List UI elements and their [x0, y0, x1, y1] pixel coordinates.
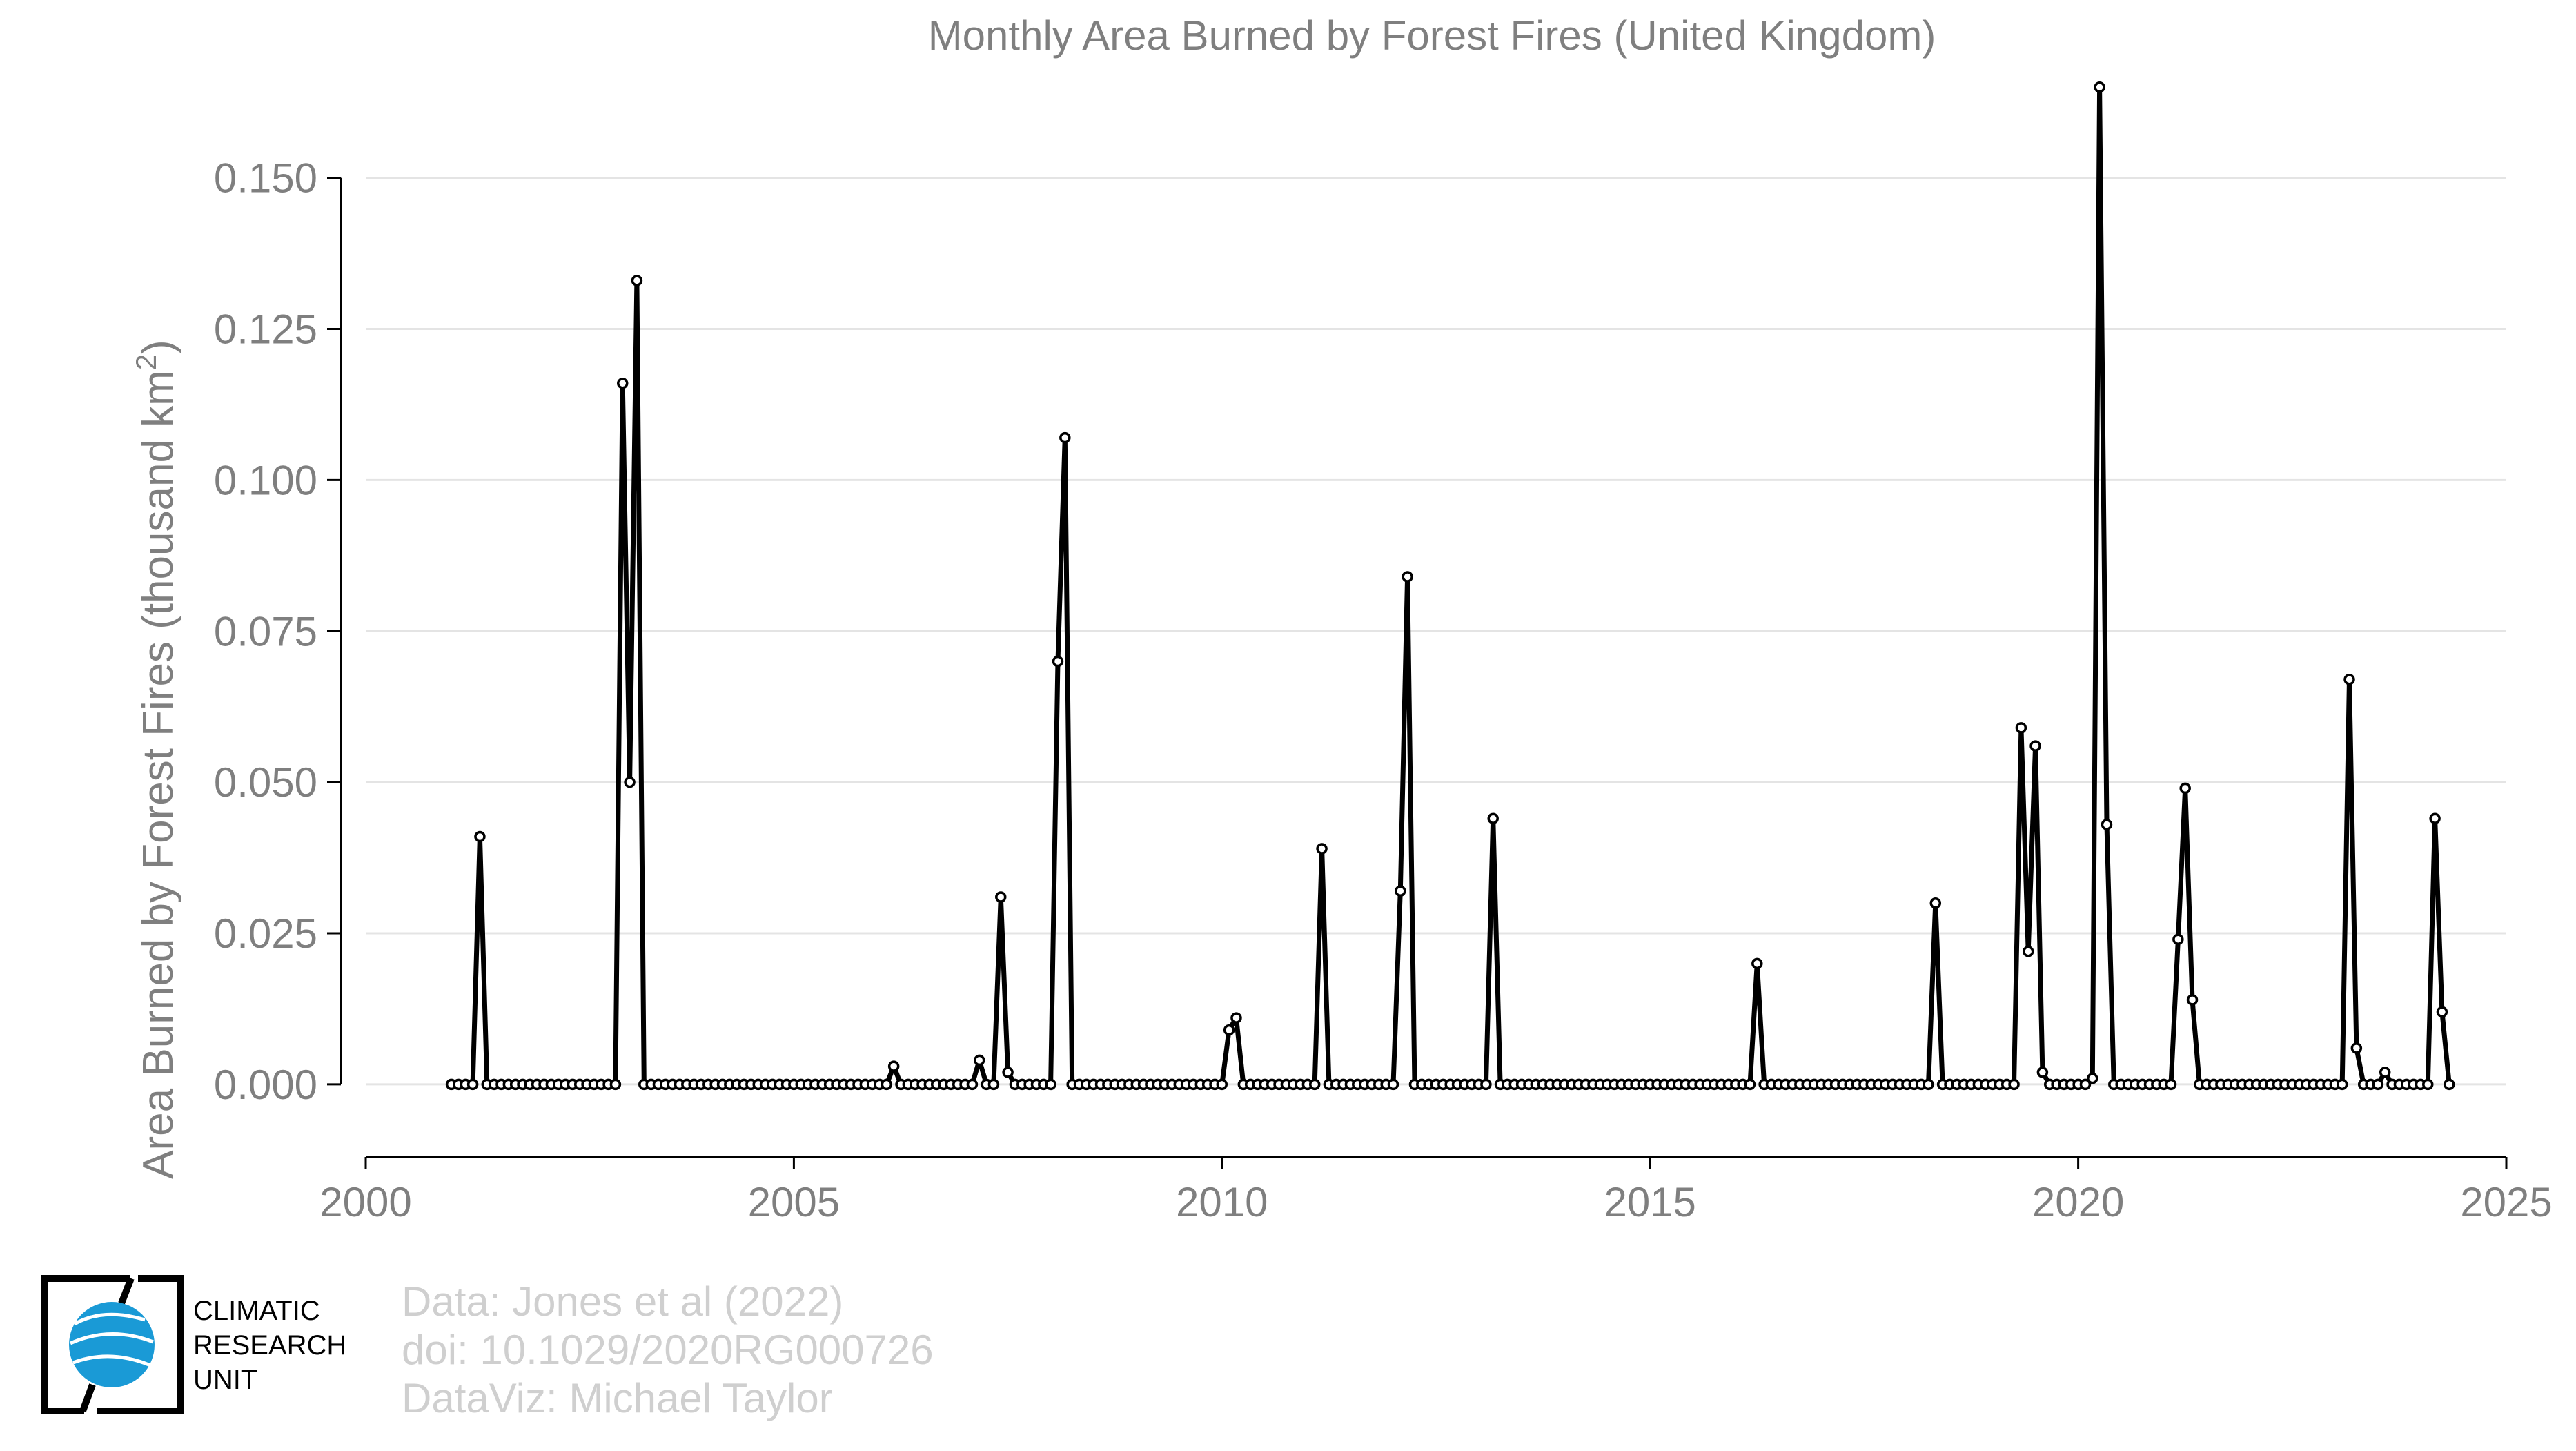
logo-text-unit: UNIT: [193, 1365, 257, 1395]
logo-slash-top: [118, 1277, 135, 1305]
globe-icon: [69, 1302, 155, 1387]
data-point: [1751, 957, 1763, 970]
data-point: [987, 1078, 1000, 1091]
data-point: [2429, 812, 2441, 824]
credit-doi: doi: 10.1029/2020RG000726: [402, 1327, 934, 1373]
data-point: [973, 1054, 985, 1067]
cru-logo: CLIMATIC RESEARCH UNIT: [41, 1275, 346, 1414]
data-point: [2015, 722, 2027, 734]
data-point: [2029, 740, 2041, 752]
data-point: [995, 891, 1007, 903]
logo-slash-bottom: [79, 1383, 96, 1412]
data-point: [631, 275, 643, 286]
y-tick-label: 0.150: [214, 155, 317, 202]
data-point: [2094, 81, 2105, 93]
data-point: [887, 1060, 900, 1072]
y-tick-label: 0.050: [214, 759, 317, 806]
data-point: [1316, 843, 1328, 855]
credits: Data: Jones et al (2022) doi: 10.1029/20…: [402, 1278, 934, 1421]
data-point: [2422, 1078, 2434, 1091]
data-point: [2165, 1078, 2177, 1091]
grid-lines: [366, 177, 2506, 1086]
data-point: [1059, 431, 1071, 444]
x-tick-label: 2005: [748, 1179, 840, 1225]
data-point: [966, 1078, 979, 1091]
logo-bracket-left: [41, 1275, 130, 1414]
data-point: [2036, 1067, 2049, 1078]
data-point: [2079, 1078, 2092, 1091]
data-point: [1744, 1078, 1756, 1091]
data-point: [1308, 1078, 1321, 1091]
y-axis-label: Area Burned by Forest Fires (thousand km…: [130, 340, 182, 1179]
data-point: [1052, 655, 1064, 668]
data-point: [2087, 1072, 2098, 1084]
globe-wave-1: [73, 1312, 146, 1326]
x-tick-label: 2015: [1604, 1179, 1695, 1225]
data-point: [1480, 1078, 1492, 1091]
data-point: [2179, 782, 2191, 795]
data-point: [2101, 819, 2113, 830]
y-axis-ticks: 0.000 0.025 0.050 0.075 0.100 0.125 0.150: [214, 155, 342, 1108]
data-point: [2336, 1078, 2348, 1091]
data-point: [1487, 812, 1499, 824]
y-tick-label: 0.075: [214, 608, 317, 654]
data-point: [1223, 1024, 1235, 1036]
data-point: [466, 1078, 479, 1091]
data-point: [1045, 1078, 1056, 1091]
globe-wave-2: [69, 1332, 154, 1345]
data-point: [881, 1078, 893, 1091]
logo-bracket-right: [97, 1275, 184, 1414]
data-point: [1923, 1078, 1934, 1091]
data-point: [1929, 897, 1942, 909]
data-point: [624, 776, 636, 788]
y-axis-label-text: Area Burned by Forest Fires (thousand km: [135, 370, 182, 1179]
y-axis-label-superscript: 2: [130, 354, 162, 370]
data-point: [1395, 885, 1406, 897]
y-tick-label: 0.025: [214, 910, 317, 957]
data-point: [2022, 946, 2034, 957]
data-point: [616, 378, 629, 389]
logo-text-climatic: CLIMATIC: [193, 1296, 320, 1326]
data-point: [2008, 1078, 2020, 1091]
data-point: [1402, 571, 1413, 583]
credit-dataviz: DataViz: Michael Taylor: [402, 1375, 833, 1421]
data-point: [1002, 1067, 1014, 1078]
globe-wave-3: [72, 1354, 151, 1367]
data-point: [2436, 1006, 2448, 1018]
data-point: [609, 1078, 622, 1091]
data-point: [2186, 994, 2199, 1006]
data-point: [1387, 1078, 1399, 1091]
data-point: [2372, 1078, 2384, 1091]
logo-text-research: RESEARCH: [193, 1330, 346, 1361]
x-tick-label: 2020: [2032, 1179, 2124, 1225]
y-axis-label-close: ): [135, 340, 182, 354]
data-point: [2444, 1078, 2455, 1091]
x-axis: 2000 2005 2010 2015 2020 2025: [319, 1156, 2553, 1225]
chart-title: Monthly Area Burned by Forest Fires (Uni…: [928, 12, 1936, 59]
y-tick-label: 0.100: [214, 457, 317, 503]
data-point: [2350, 1042, 2363, 1054]
y-tick-label: 0.000: [214, 1062, 317, 1108]
data-point: [1216, 1078, 1228, 1091]
y-tick-label: 0.125: [214, 306, 317, 352]
x-tick-label: 2010: [1176, 1179, 1268, 1225]
x-tick-label: 2025: [2460, 1179, 2552, 1225]
data-point: [2379, 1067, 2391, 1078]
series-line: [451, 84, 2452, 1087]
x-tick-label: 2000: [319, 1179, 411, 1225]
data-point: [2343, 674, 2355, 685]
data-point: [2172, 933, 2184, 946]
data-point: [474, 830, 486, 843]
series-points: [445, 81, 2455, 1091]
data-point: [1230, 1012, 1242, 1024]
credit-data-source: Data: Jones et al (2022): [402, 1278, 843, 1325]
